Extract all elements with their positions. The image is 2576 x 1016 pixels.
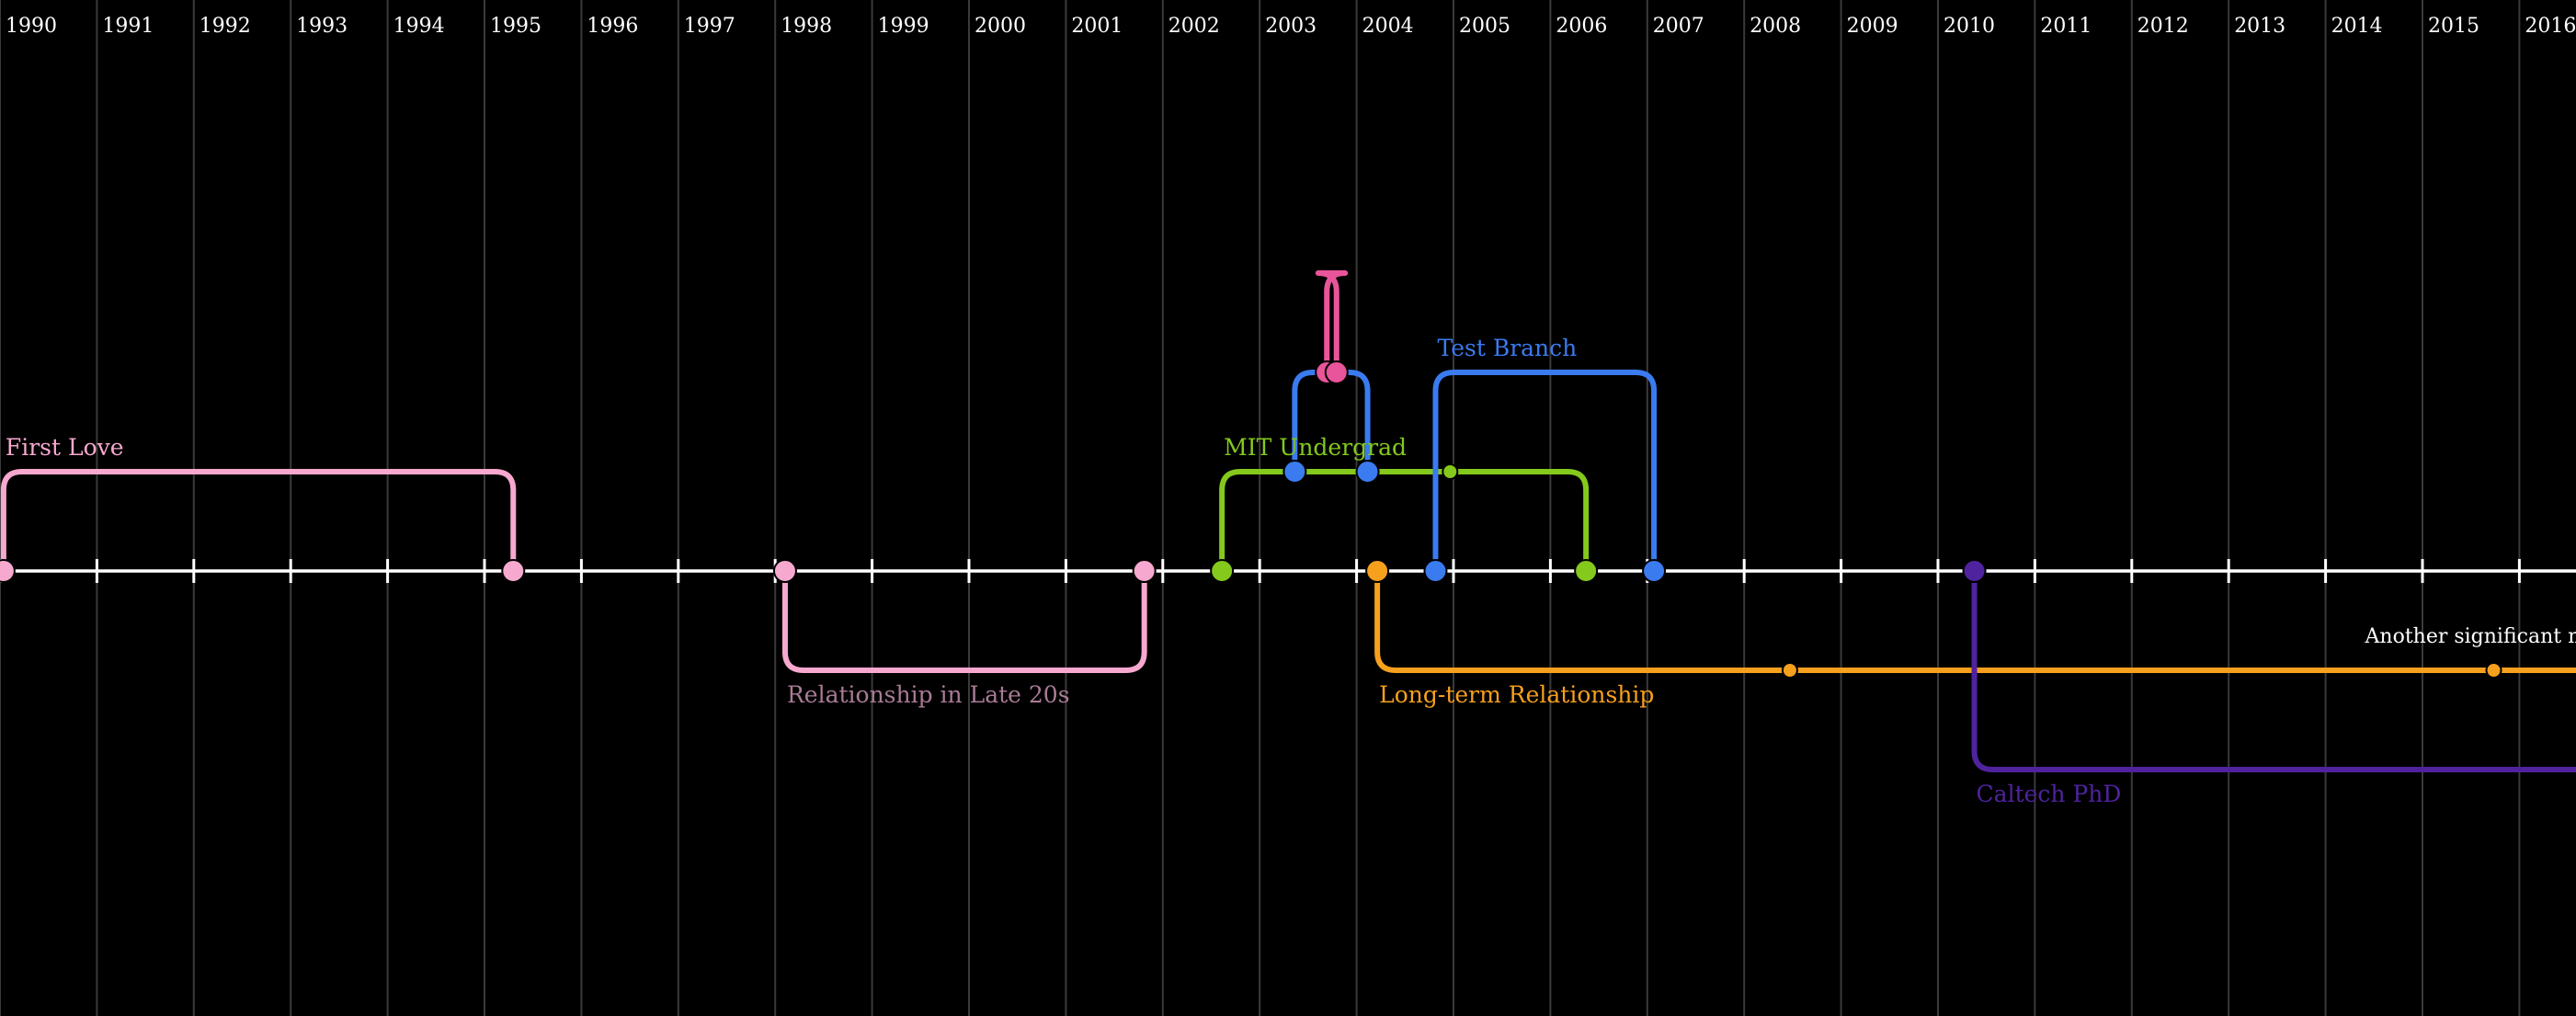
year-label: 2005 bbox=[1459, 15, 1510, 38]
year-label: 1997 bbox=[684, 15, 735, 38]
branch-start-node[interactable] bbox=[1962, 559, 1987, 583]
year-label: 1994 bbox=[393, 15, 445, 38]
timeline-axis bbox=[0, 559, 2576, 583]
branch-label: Long-term Relationship bbox=[1379, 681, 1654, 708]
branch-line bbox=[1432, 370, 1658, 571]
branch-line bbox=[1219, 469, 1590, 571]
branch-start-node[interactable] bbox=[772, 559, 797, 583]
year-label: 2012 bbox=[2137, 15, 2189, 38]
branch-label: First Love bbox=[6, 434, 124, 461]
branch-end-node[interactable] bbox=[1324, 360, 1349, 384]
year-label: 2002 bbox=[1168, 15, 1220, 38]
branch-end-node[interactable] bbox=[1355, 460, 1380, 484]
year-label: 2010 bbox=[1943, 15, 1995, 38]
year-label: 1996 bbox=[587, 15, 638, 38]
year-label: 2006 bbox=[1556, 15, 1607, 38]
year-label: 2004 bbox=[1362, 15, 1414, 38]
event-node[interactable] bbox=[1442, 463, 1459, 480]
year-label: 1995 bbox=[490, 15, 541, 38]
year-label: 1993 bbox=[296, 15, 348, 38]
branch-late-20s bbox=[772, 559, 1157, 673]
branch-first-love bbox=[0, 469, 526, 583]
branch-mit-sub-sub bbox=[1315, 270, 1349, 384]
year-label: 2011 bbox=[2040, 15, 2092, 38]
branch-start-node[interactable] bbox=[1210, 559, 1235, 583]
year-label: 1990 bbox=[6, 15, 57, 38]
year-label: 2003 bbox=[1265, 15, 1316, 38]
branch-start-node[interactable] bbox=[1365, 559, 1390, 583]
branch-end-node[interactable] bbox=[501, 559, 526, 583]
event-label: Another significant moment bbox=[2365, 625, 2576, 648]
year-label: 2009 bbox=[1847, 15, 1898, 38]
branch-line bbox=[0, 469, 517, 571]
year-label: 1998 bbox=[781, 15, 832, 38]
year-label: 2015 bbox=[2428, 15, 2479, 38]
branch-line bbox=[1315, 270, 1349, 372]
year-label: 2016 bbox=[2525, 15, 2576, 38]
labels: 1990 1991 1992 1993 1994 1995 1996 1997 1998 1999… bbox=[6, 15, 2576, 807]
branch-label: Caltech PhD bbox=[1977, 781, 2122, 807]
branch-caltech bbox=[1962, 559, 2576, 772]
branch-mit-sub bbox=[1282, 370, 1380, 484]
branch-start-node[interactable] bbox=[1282, 460, 1307, 484]
branch-test-branch bbox=[1423, 370, 1667, 583]
year-label: 1999 bbox=[878, 15, 929, 38]
branch-mit bbox=[1210, 463, 1599, 583]
event-node[interactable] bbox=[2485, 662, 2502, 679]
branch-start-node[interactable] bbox=[1423, 559, 1448, 583]
year-label: 2008 bbox=[1750, 15, 1801, 38]
event-node[interactable] bbox=[1781, 662, 1798, 679]
branch-start-node[interactable] bbox=[0, 559, 16, 583]
branch-end-node[interactable] bbox=[1642, 559, 1667, 583]
branches bbox=[0, 270, 2576, 772]
branch-end-node[interactable] bbox=[1132, 559, 1157, 583]
year-label: 2000 bbox=[975, 15, 1026, 38]
year-label: 1992 bbox=[199, 15, 251, 38]
year-label: 2014 bbox=[2331, 15, 2383, 38]
year-label: 2001 bbox=[1071, 15, 1123, 38]
branch-line bbox=[781, 571, 1147, 673]
year-label: 2007 bbox=[1653, 15, 1704, 38]
branch-line bbox=[1971, 571, 2576, 772]
branch-label: Test Branch bbox=[1437, 335, 1577, 361]
branch-label: Relationship in Late 20s bbox=[787, 681, 1070, 708]
year-label: 1991 bbox=[102, 15, 154, 38]
year-label: 2013 bbox=[2234, 15, 2285, 38]
branch-line bbox=[1374, 571, 2576, 673]
branch-end-node[interactable] bbox=[1574, 559, 1599, 583]
branch-label: MIT Undergrad bbox=[1224, 434, 1407, 461]
branch-long-term bbox=[1365, 559, 2576, 679]
